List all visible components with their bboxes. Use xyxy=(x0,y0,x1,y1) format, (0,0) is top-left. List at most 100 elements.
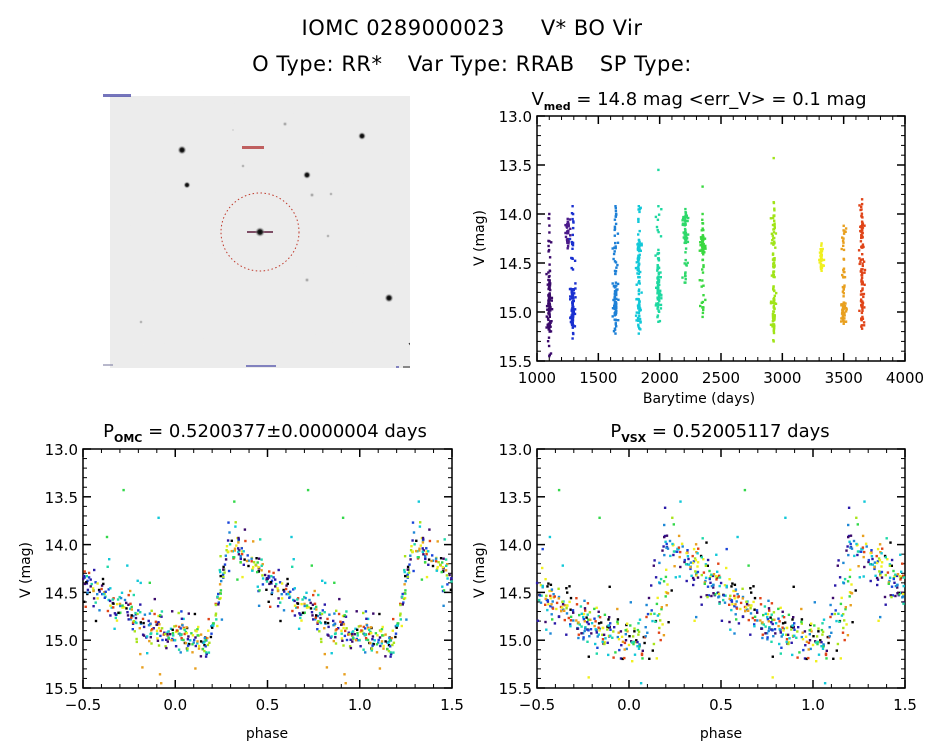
data-point xyxy=(873,567,876,571)
data-point xyxy=(573,259,577,262)
data-point xyxy=(774,246,777,249)
data-point xyxy=(222,568,225,571)
data-point xyxy=(664,575,668,579)
data-point xyxy=(296,602,300,605)
data-point xyxy=(587,629,590,632)
data-point xyxy=(411,550,414,553)
data-point xyxy=(846,580,850,583)
data-point xyxy=(571,311,575,314)
data-point xyxy=(242,550,245,553)
data-point xyxy=(657,266,661,270)
data-point xyxy=(118,595,121,599)
data-point xyxy=(540,594,543,597)
data-point xyxy=(766,638,769,641)
data-point xyxy=(252,561,256,564)
data-point xyxy=(260,558,263,561)
data-point xyxy=(637,220,640,223)
data-point xyxy=(723,584,727,587)
data-point xyxy=(833,612,837,616)
data-point xyxy=(568,237,572,241)
data-point xyxy=(636,246,640,249)
data-point xyxy=(227,569,231,573)
data-point xyxy=(197,625,200,629)
data-point xyxy=(553,622,557,625)
data-point xyxy=(544,620,547,624)
data-point xyxy=(151,628,154,631)
data-point xyxy=(422,553,425,556)
data-point xyxy=(313,589,316,593)
data-point xyxy=(139,603,142,606)
data-point xyxy=(293,614,297,617)
data-point xyxy=(263,573,267,577)
data-point xyxy=(391,643,394,647)
data-point xyxy=(186,647,189,650)
data-point xyxy=(223,571,226,574)
data-point xyxy=(101,592,104,596)
data-point xyxy=(380,642,383,645)
data-point xyxy=(672,523,675,526)
data-point xyxy=(861,282,864,285)
data-point xyxy=(614,272,617,275)
data-point xyxy=(82,577,85,581)
data-point xyxy=(278,581,282,584)
data-point xyxy=(547,239,550,243)
data-point xyxy=(815,660,818,663)
data-point xyxy=(861,258,864,261)
data-point xyxy=(890,595,893,599)
data-point xyxy=(576,627,579,630)
data-point xyxy=(805,640,809,643)
data-point xyxy=(702,294,705,297)
data-point xyxy=(86,579,89,582)
data-point xyxy=(237,553,241,556)
data-point xyxy=(342,623,346,626)
data-point xyxy=(875,554,878,558)
data-point xyxy=(762,613,765,617)
data-point xyxy=(191,634,195,637)
y-axis-label: V (mag) xyxy=(472,542,488,598)
data-point xyxy=(171,628,174,631)
data-point xyxy=(193,612,197,616)
data-point xyxy=(710,573,713,576)
data-point xyxy=(584,627,587,630)
y-tick-label: 14.0 xyxy=(499,537,532,555)
x-axis-label: phase xyxy=(246,726,288,742)
data-point xyxy=(357,625,361,628)
data-point xyxy=(887,582,890,585)
data-point xyxy=(572,297,575,300)
data-point xyxy=(684,211,687,214)
data-point xyxy=(544,578,547,581)
data-point xyxy=(863,271,866,274)
data-point xyxy=(741,587,744,590)
data-point xyxy=(408,563,411,566)
data-point xyxy=(343,673,346,676)
data-point xyxy=(845,307,848,310)
data-point xyxy=(571,289,574,292)
data-point xyxy=(566,245,570,248)
data-point xyxy=(761,621,764,624)
data-point xyxy=(356,628,359,631)
data-point xyxy=(843,270,846,274)
data-point xyxy=(646,631,649,634)
data-point xyxy=(656,252,660,255)
data-point xyxy=(695,615,698,619)
data-point xyxy=(636,645,639,648)
data-point xyxy=(86,591,89,594)
data-point xyxy=(566,247,569,250)
data-point xyxy=(626,630,629,633)
data-point xyxy=(685,551,688,555)
data-point xyxy=(547,248,551,252)
data-point xyxy=(557,597,560,600)
data-point xyxy=(199,640,203,643)
data-point xyxy=(567,229,570,232)
data-point xyxy=(566,591,569,594)
data-point xyxy=(127,593,130,597)
data-point xyxy=(687,216,690,220)
data-point xyxy=(569,234,572,237)
data-point xyxy=(856,550,860,553)
data-point xyxy=(679,550,682,554)
data-point xyxy=(301,598,304,601)
data-point xyxy=(857,565,860,568)
data-point xyxy=(595,606,598,609)
data-point xyxy=(660,208,663,211)
data-point xyxy=(656,296,659,299)
